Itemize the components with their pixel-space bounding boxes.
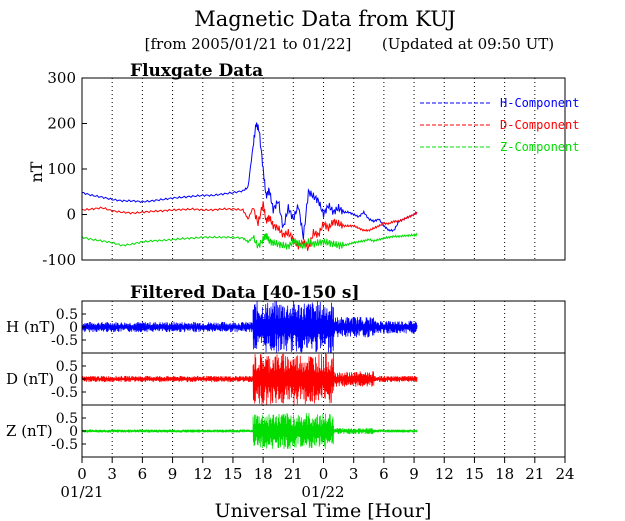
date-label-2: 01/22: [301, 483, 344, 501]
filtered-series-d: [82, 353, 418, 405]
filtered-series-z: [82, 413, 418, 449]
y-tick-label: 0: [69, 424, 78, 440]
filtered-y-label-d: D (nT): [6, 370, 54, 388]
series-line-d: [81, 201, 418, 251]
fluxgate-panel-title: Fluxgate Data: [130, 61, 263, 81]
x-tick-label: 9: [409, 465, 419, 483]
filtered-subpanel-h: 0.50-0.5H (nT): [6, 300, 566, 354]
legend-label-h: H-Component: [500, 96, 579, 110]
x-tick-label: 0: [77, 465, 87, 483]
legend-label-d: D-Component: [500, 118, 579, 132]
filtered-series-h: [82, 301, 418, 353]
y-tick-label: -100: [42, 251, 76, 269]
x-axis-ticks: 0 3 6 9 12 15 18 21 0 3 6 9 12 15 18 21 24: [77, 457, 575, 483]
x-tick-label: 3: [349, 465, 359, 483]
filtered-panel-title: Filtered Data [40-150 s]: [130, 283, 360, 303]
x-tick-label: 21: [284, 465, 303, 483]
fluxgate-y-axis-label: nT: [27, 161, 46, 182]
x-tick-label: 12: [435, 465, 454, 483]
series-line-h: [81, 122, 418, 240]
y-tick-label: 200: [47, 115, 76, 133]
y-tick-label: -0.5: [51, 437, 78, 453]
fluxgate-grid: [111, 78, 536, 260]
x-tick-label: 0: [319, 465, 329, 483]
x-axis-label: Universal Time [Hour]: [215, 500, 432, 521]
x-tick-label: 6: [138, 465, 148, 483]
filtered-subpanel-d: 0.50-0.5D (nT): [6, 352, 566, 406]
y-tick-label: -0.5: [51, 333, 78, 349]
fluxgate-y-ticks: 300 200 100 0 -100: [42, 69, 87, 269]
x-tick-label: 6: [379, 465, 389, 483]
x-tick-label: 15: [223, 465, 242, 483]
fluxgate-frame: [81, 77, 566, 261]
y-tick-label: 0.5: [56, 359, 78, 375]
chart-title: Magnetic Data from KUJ: [194, 7, 456, 31]
y-tick-label: 0: [69, 320, 78, 336]
y-tick-label: 300: [47, 69, 76, 87]
x-tick-label: 24: [555, 465, 574, 483]
x-tick-label: 9: [168, 465, 178, 483]
fluxgate-series: [81, 122, 418, 251]
updated-label: (Updated at 09:50 UT): [382, 35, 554, 53]
x-tick-label: 15: [465, 465, 484, 483]
fluxgate-panel: Fluxgate Data 300 200 100 0 -100 nT H-Compon…: [27, 61, 579, 269]
filtered-y-label-h: H (nT): [6, 318, 55, 336]
y-tick-label: 100: [47, 160, 76, 178]
x-tick-label: 21: [525, 465, 544, 483]
x-tick-label: 12: [193, 465, 212, 483]
date-range-subtitle: [from 2005/01/21 to 01/22]: [145, 35, 352, 53]
x-tick-label: 18: [254, 465, 273, 483]
y-tick-label: -0.5: [51, 385, 78, 401]
y-tick-label: 0.5: [56, 307, 78, 323]
y-tick-label: 0.5: [56, 411, 78, 427]
filtered-y-label-z: Z (nT): [6, 422, 53, 440]
legend: H-Component D-Component Z-Component: [420, 96, 579, 154]
y-tick-label: 0: [66, 206, 76, 224]
filtered-subpanel-z: 0.50-0.5Z (nT): [6, 404, 566, 458]
x-tick-label: 18: [495, 465, 514, 483]
date-label-1: 01/21: [60, 483, 103, 501]
legend-label-z: Z-Component: [500, 140, 579, 154]
filtered-subpanels: 0.50-0.5H (nT)0.50-0.5D (nT)0.50-0.5Z (n…: [6, 300, 566, 458]
y-tick-label: 0: [69, 372, 78, 388]
series-line-z: [81, 232, 418, 250]
filtered-panel: Filtered Data [40-150 s] 0.50-0.5H (nT)0…: [6, 283, 566, 458]
x-tick-label: 3: [107, 465, 117, 483]
